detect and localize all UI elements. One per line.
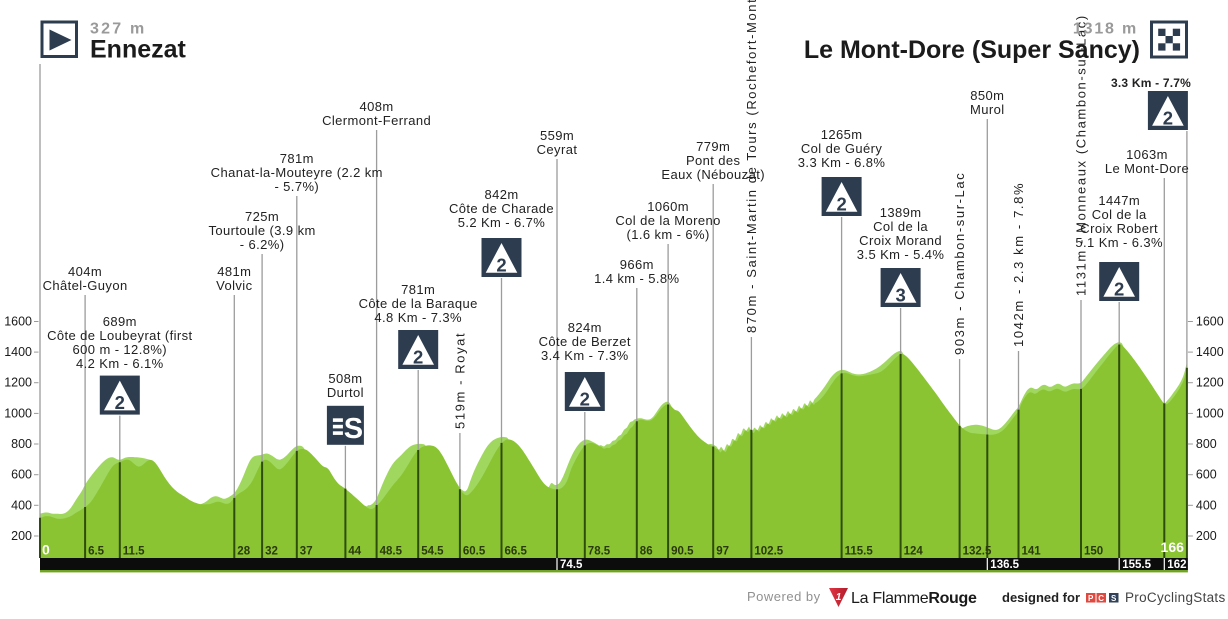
- svg-text:1400: 1400: [4, 345, 32, 359]
- svg-text:141: 141: [1022, 546, 1042, 558]
- svg-text:74.5: 74.5: [560, 559, 583, 571]
- svg-text:44: 44: [348, 546, 361, 558]
- svg-text:86: 86: [640, 546, 653, 558]
- svg-text:97: 97: [716, 546, 729, 558]
- svg-text:90.5: 90.5: [671, 546, 694, 558]
- svg-text:S: S: [344, 413, 363, 445]
- svg-text:1600: 1600: [4, 315, 32, 329]
- svg-text:1400: 1400: [1196, 345, 1224, 359]
- svg-text:102.5: 102.5: [754, 546, 783, 558]
- svg-text:800: 800: [11, 437, 32, 451]
- svg-text:3.3 Km - 7.7%: 3.3 Km - 7.7%: [1111, 76, 1191, 90]
- svg-text:1200: 1200: [4, 376, 32, 390]
- svg-text:ProCyclingStats: ProCyclingStats: [1125, 590, 1226, 605]
- svg-text:1: 1: [836, 592, 842, 603]
- svg-text:S: S: [1111, 594, 1117, 603]
- svg-text:327 m: 327 m: [90, 21, 146, 38]
- svg-text:designed for: designed for: [1002, 590, 1080, 605]
- svg-text:2: 2: [580, 389, 590, 410]
- svg-text:37: 37: [300, 546, 313, 558]
- svg-text:6.5: 6.5: [88, 546, 105, 558]
- svg-text:400: 400: [11, 498, 32, 512]
- svg-text:P: P: [1088, 594, 1094, 603]
- svg-text:136.5: 136.5: [990, 559, 1019, 571]
- svg-text:32: 32: [265, 546, 278, 558]
- svg-text:La FlammeRouge: La FlammeRouge: [851, 590, 977, 607]
- svg-text:1042m - 2.3 km - 7.8%: 1042m - 2.3 km - 7.8%: [1011, 182, 1026, 347]
- svg-text:2: 2: [115, 392, 125, 413]
- svg-text:162: 162: [1167, 559, 1186, 571]
- svg-text:C: C: [1098, 594, 1104, 603]
- svg-text:1318 m: 1318 m: [1073, 21, 1138, 38]
- svg-text:60.5: 60.5: [463, 546, 486, 558]
- svg-text:Le Mont-Dore (Super Sancy): Le Mont-Dore (Super Sancy): [804, 36, 1140, 64]
- svg-text:166: 166: [1161, 539, 1185, 555]
- svg-text:132.5: 132.5: [963, 546, 992, 558]
- svg-text:11.5: 11.5: [123, 546, 145, 558]
- svg-text:600: 600: [11, 468, 32, 482]
- svg-text:124: 124: [904, 546, 924, 558]
- svg-text:870m - Saint-Martin de Tours (: 870m - Saint-Martin de Tours (Rochefort-…: [744, 0, 759, 333]
- svg-text:66.5: 66.5: [505, 546, 528, 558]
- svg-text:800: 800: [1196, 437, 1217, 451]
- svg-text:2: 2: [496, 255, 506, 276]
- svg-text:1000: 1000: [1196, 406, 1224, 420]
- svg-text:1000: 1000: [4, 406, 32, 420]
- svg-text:1600: 1600: [1196, 315, 1224, 329]
- svg-text:2: 2: [413, 347, 423, 368]
- svg-text:2: 2: [1114, 279, 1124, 300]
- svg-text:1131m - Monneaux (Chambon-sur-: 1131m - Monneaux (Chambon-sur-Lac): [1074, 14, 1089, 296]
- svg-text:78.5: 78.5: [588, 546, 611, 558]
- svg-text:1200: 1200: [1196, 376, 1224, 390]
- svg-text:200: 200: [11, 529, 32, 543]
- svg-text:48.5: 48.5: [380, 546, 403, 558]
- svg-text:0: 0: [42, 542, 50, 558]
- svg-text:200: 200: [1196, 529, 1217, 543]
- svg-text:400: 400: [1196, 498, 1217, 512]
- svg-text:519m - Royat: 519m - Royat: [452, 332, 467, 429]
- svg-text:28: 28: [237, 546, 250, 558]
- svg-text:54.5: 54.5: [421, 546, 444, 558]
- svg-text:150: 150: [1084, 546, 1103, 558]
- svg-text:3: 3: [895, 285, 905, 306]
- svg-text:155.5: 155.5: [1122, 559, 1151, 571]
- svg-text:600: 600: [1196, 468, 1217, 482]
- svg-text:2: 2: [1163, 108, 1173, 129]
- svg-text:Ennezat: Ennezat: [90, 36, 187, 64]
- svg-text:2: 2: [836, 194, 846, 215]
- svg-text:115.5: 115.5: [845, 546, 874, 558]
- svg-text:903m - Chambon-sur-Lac: 903m - Chambon-sur-Lac: [952, 172, 967, 355]
- svg-text:Powered by: Powered by: [747, 589, 821, 604]
